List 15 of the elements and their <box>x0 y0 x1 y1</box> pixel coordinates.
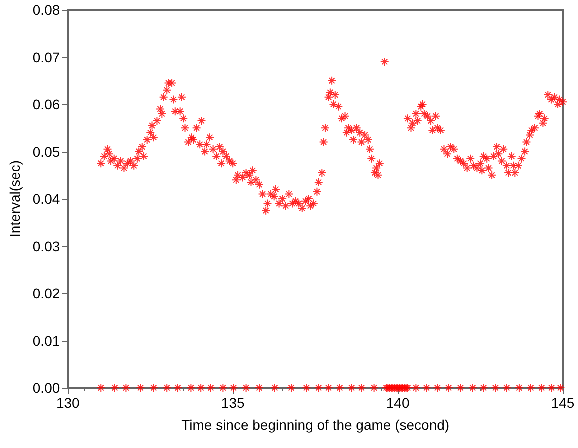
y-tick-label: 0.03 <box>32 238 60 254</box>
y-tick-label: 0.00 <box>32 380 60 396</box>
x-axis-title: Time since beginning of the game (second) <box>182 417 450 433</box>
y-tick-label: 0.07 <box>32 49 60 66</box>
y-tick-label: 0.02 <box>32 286 60 302</box>
y-tick-label: 0.06 <box>32 96 60 112</box>
y-axis-title: Interval(sec) <box>7 160 23 238</box>
y-tick-label: 0.04 <box>32 191 60 207</box>
x-tick-label: 135 <box>221 395 245 411</box>
x-tick-label: 140 <box>386 395 410 411</box>
y-tick-label: 0.05 <box>32 144 60 160</box>
y-tick-label: 0.08 <box>32 2 60 18</box>
x-tick-label: 130 <box>56 395 80 411</box>
x-tick-label: 145 <box>551 395 575 411</box>
y-tick-label: 0.01 <box>32 332 60 349</box>
